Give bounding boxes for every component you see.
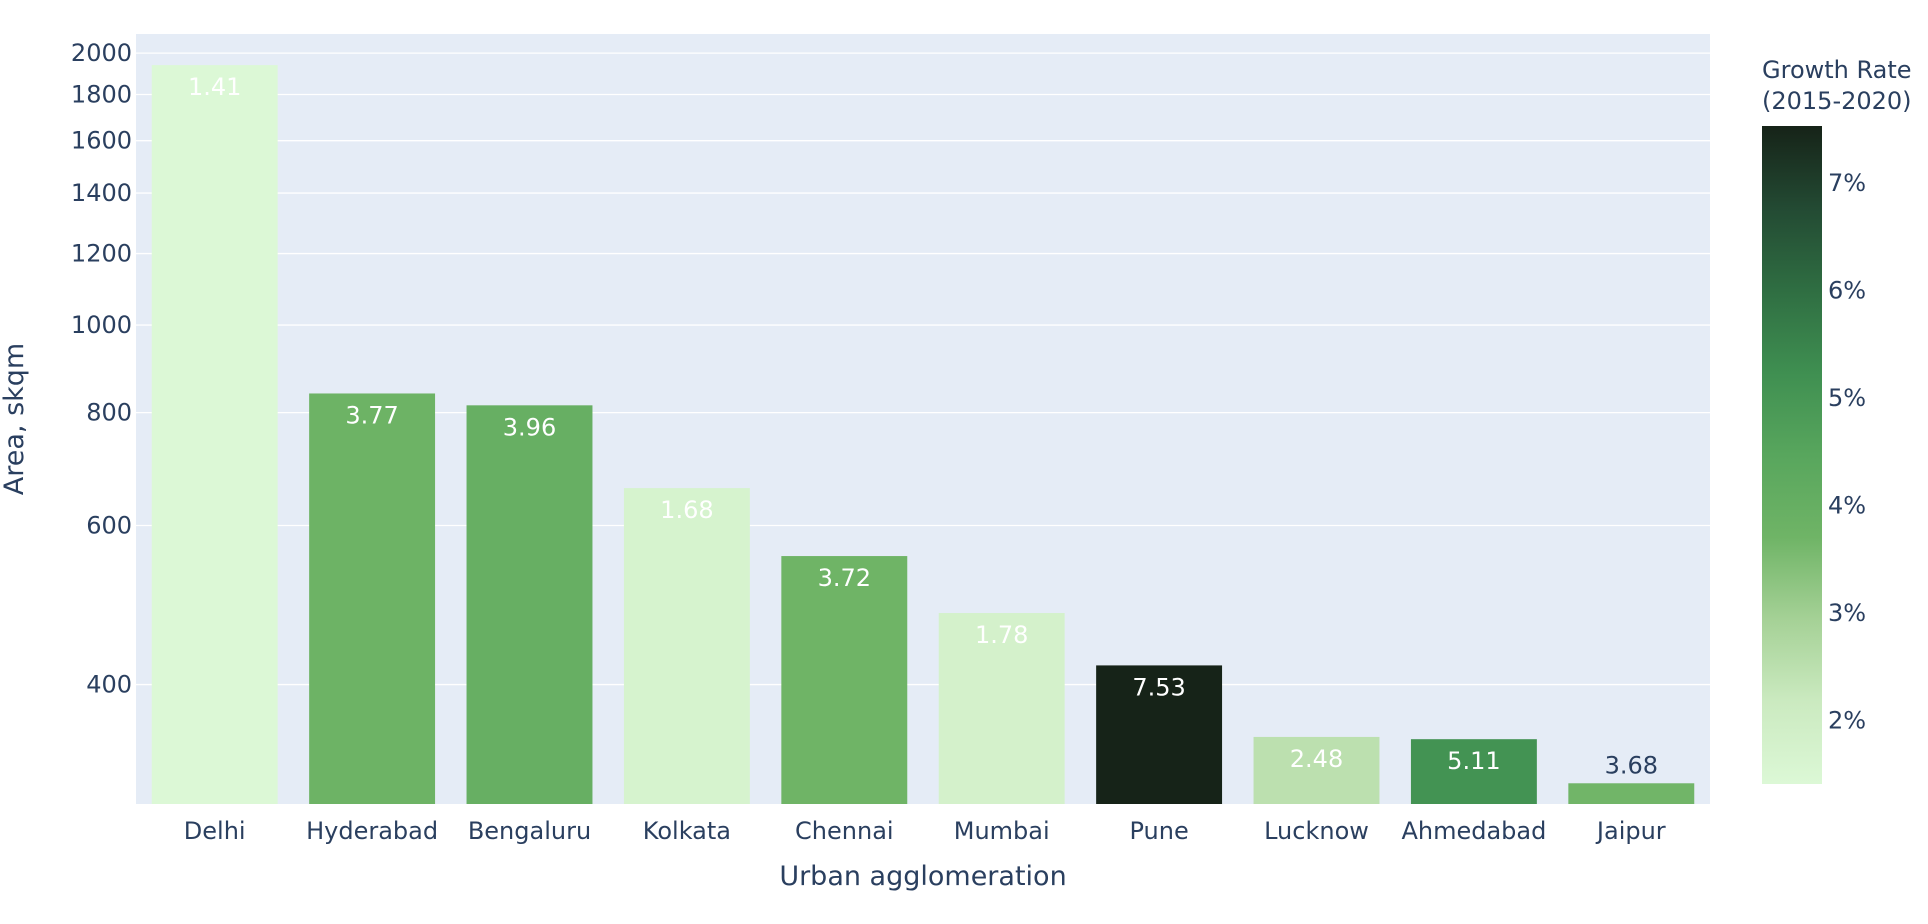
y-tick-label: 1400 [71, 179, 132, 207]
bar-value-label: 1.41 [188, 73, 241, 101]
colorbar: Growth Rate (2015-2020) 2% 3% 4% 5% 6% 7% [1762, 56, 1912, 784]
x-tick-label: Hyderabad [306, 817, 438, 845]
bar-kolkata [623, 488, 750, 804]
colorbar-ticks: 2% 3% 4% 5% 6% 7% [1828, 169, 1866, 735]
x-tick-label: Ahmedabad [1401, 817, 1546, 845]
colorbar-title-line1: Growth Rate [1762, 56, 1912, 84]
bar-jaipur [1568, 783, 1695, 804]
x-tick-label: Mumbai [954, 817, 1050, 845]
bar-delhi [151, 65, 278, 804]
colorbar-tick-label: 2% [1828, 707, 1866, 735]
x-tick-label: Kolkata [643, 817, 731, 845]
bar-value-label: 3.68 [1605, 751, 1658, 779]
y-tick-label: 600 [86, 511, 132, 539]
bar-bengaluru [466, 405, 593, 804]
colorbar-tick-label: 5% [1828, 384, 1866, 412]
x-axis-title: Urban agglomeration [779, 861, 1066, 892]
y-tick-label: 800 [86, 399, 132, 427]
bar-value-label: 3.77 [345, 401, 398, 429]
colorbar-gradient [1762, 126, 1822, 784]
colorbar-tick-label: 3% [1828, 599, 1866, 627]
x-tick-label: Chennai [795, 817, 894, 845]
y-tick-label: 1200 [71, 240, 132, 268]
colorbar-title-line2: (2015-2020) [1762, 87, 1912, 115]
bar-value-label: 3.72 [818, 564, 871, 592]
bar-chennai [781, 556, 908, 804]
y-axis-title: Area, skqm [0, 343, 30, 495]
y-tick-label: 400 [86, 671, 132, 699]
y-axis-ticks: 400 600 800 1000 1200 1400 1600 1800 2000 [71, 39, 132, 698]
y-tick-label: 1600 [71, 127, 132, 155]
y-tick-label: 1800 [71, 80, 132, 108]
bars: 1.41 3.77 3.96 1.68 3.72 1.78 7.53 2.48 5.11 3.68 [151, 65, 1695, 804]
bar-hyderabad [309, 393, 436, 804]
y-tick-label: 1000 [71, 311, 132, 339]
bar-lucknow [1253, 736, 1380, 804]
bar-value-label: 5.11 [1447, 747, 1500, 775]
bar-value-label: 3.96 [503, 413, 556, 441]
x-axis-ticks: Delhi Hyderabad Bengaluru Kolkata Chennai Mum… [184, 817, 1666, 845]
bar-ahmedabad [1410, 739, 1537, 804]
y-tick-label: 2000 [71, 39, 132, 67]
bar-mumbai [938, 613, 1065, 804]
x-tick-label: Delhi [184, 817, 246, 845]
bar-value-label: 1.68 [660, 496, 713, 524]
colorbar-tick-label: 4% [1828, 492, 1866, 520]
bar-value-label: 2.48 [1290, 745, 1343, 773]
bar-value-label: 1.78 [975, 621, 1028, 649]
bar-pune [1096, 665, 1223, 804]
x-tick-label: Pune [1129, 817, 1188, 845]
colorbar-tick-label: 6% [1828, 277, 1866, 305]
x-tick-label: Bengaluru [468, 817, 591, 845]
x-tick-label: Jaipur [1595, 817, 1666, 845]
bar-value-label: 7.53 [1132, 673, 1185, 701]
x-tick-label: Lucknow [1264, 817, 1369, 845]
colorbar-tick-label: 7% [1828, 169, 1866, 197]
